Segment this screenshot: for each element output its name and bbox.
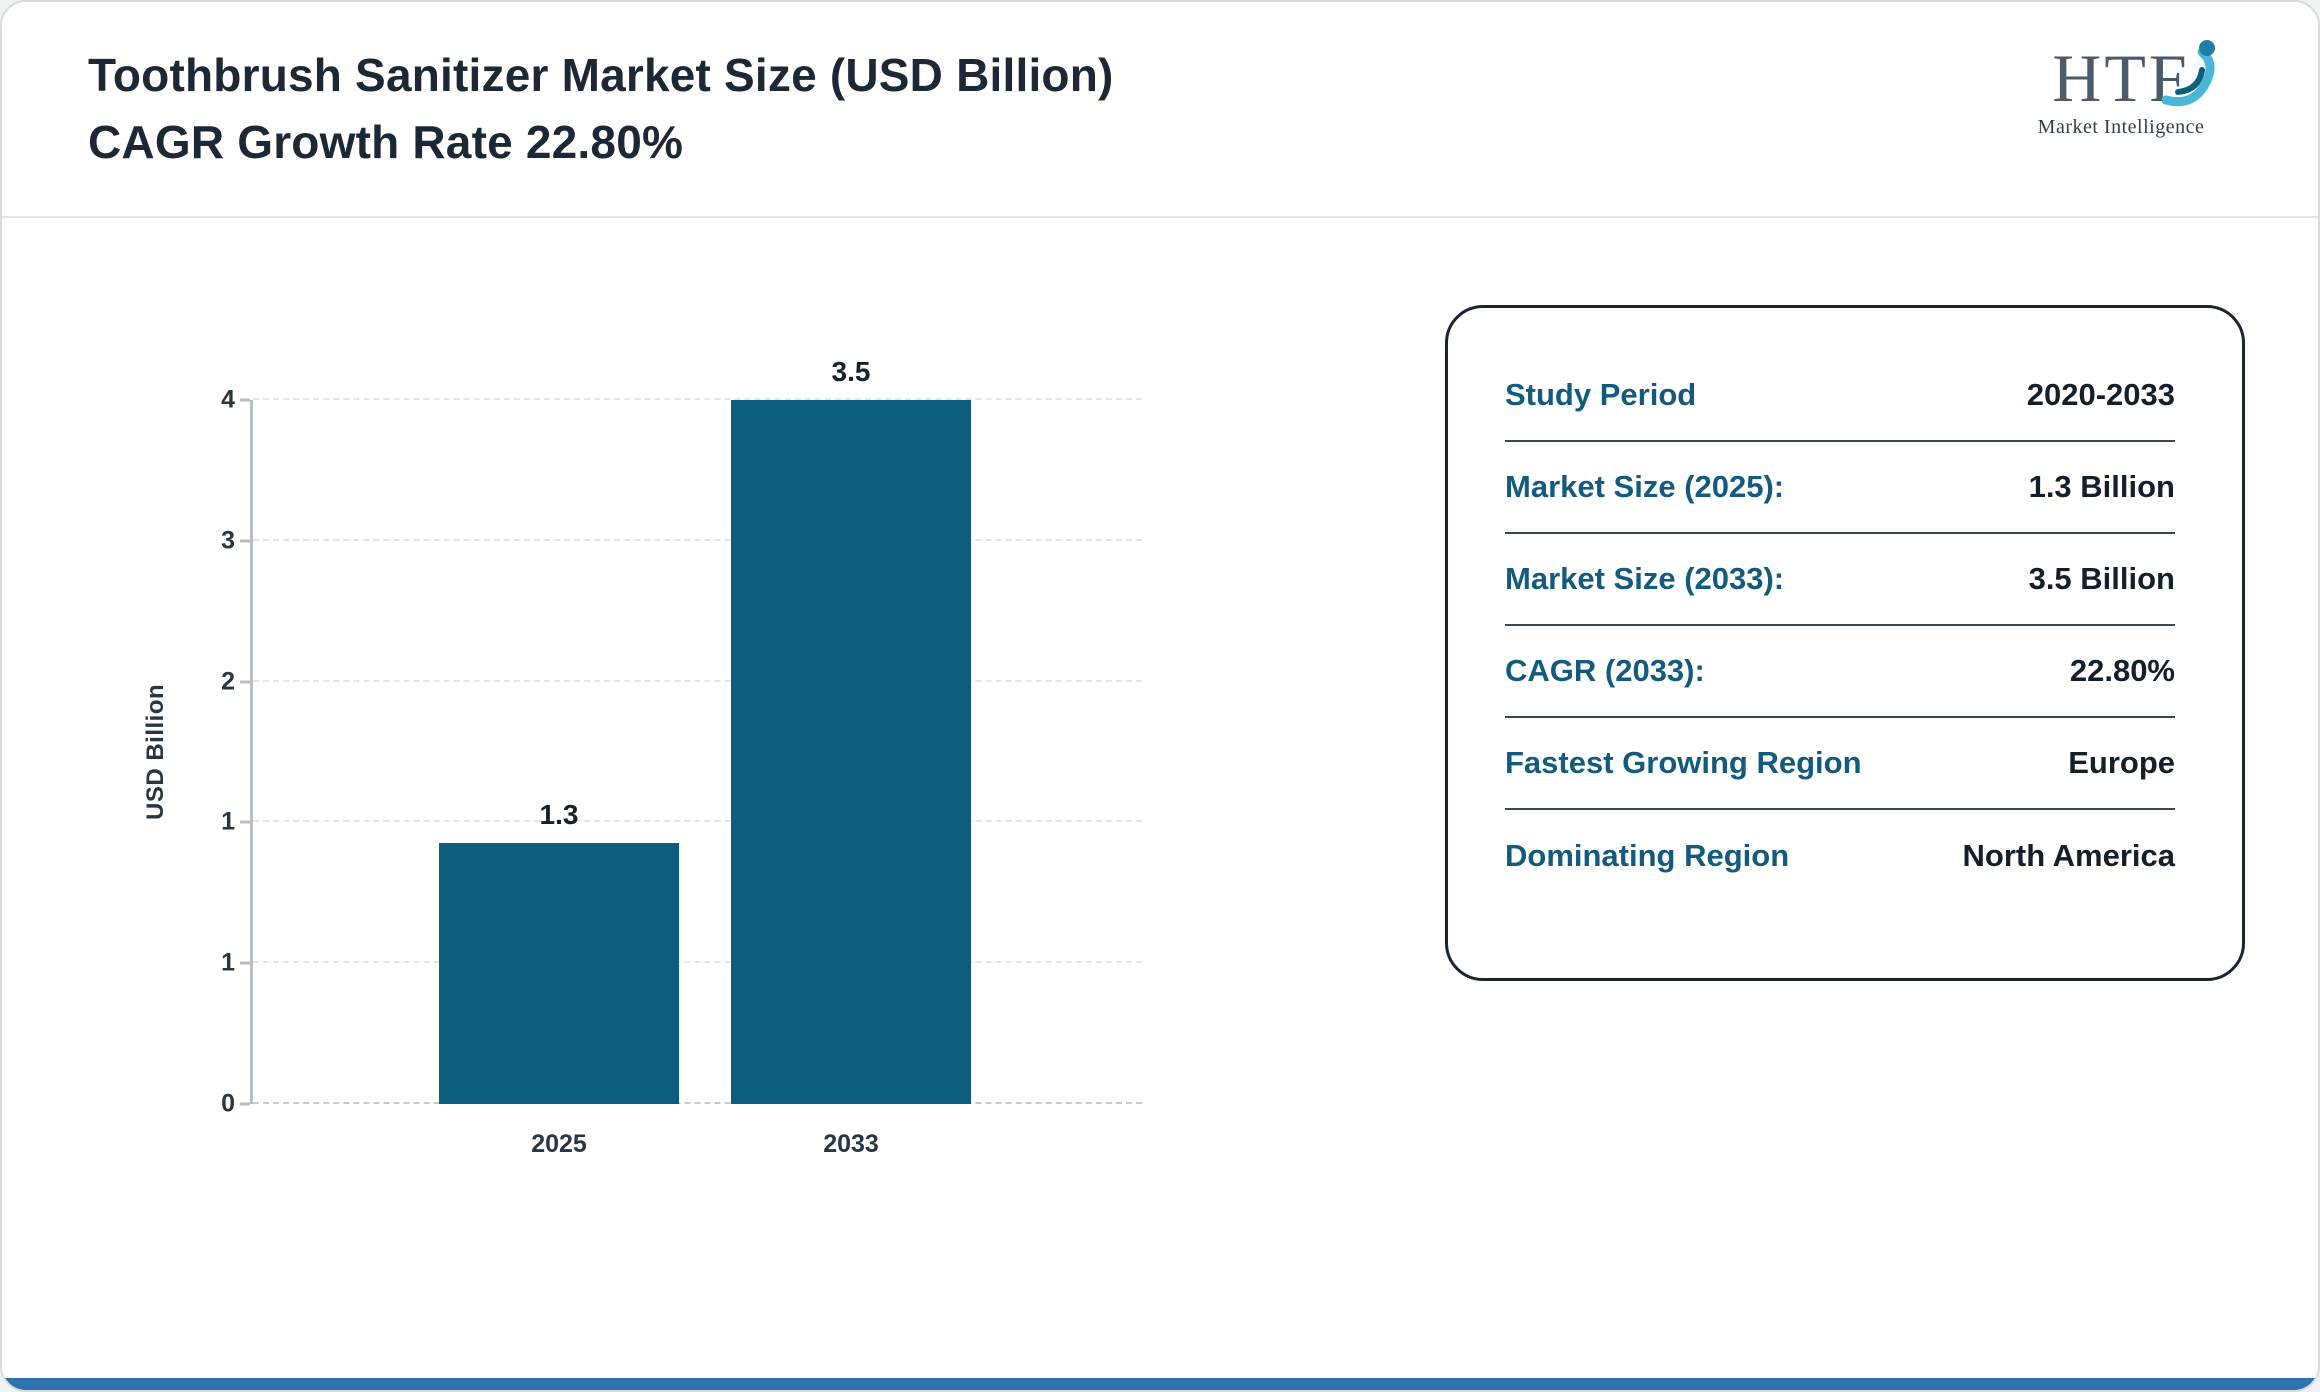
row-label: CAGR (2033):	[1505, 653, 1705, 688]
gridline	[253, 398, 1142, 400]
row-value: 2020-2033	[2026, 377, 2175, 412]
row-value: 3.5 Billion	[2028, 561, 2175, 596]
title-line-1: Toothbrush Sanitizer Market Size (USD Bi…	[88, 49, 1114, 101]
row-label: Fastest Growing Region	[1505, 745, 1862, 780]
bar-2033	[731, 400, 971, 1104]
y-tick-mark	[240, 1102, 250, 1106]
y-tick-label: 0	[221, 1089, 235, 1118]
title-line-2: CAGR Growth Rate 22.80%	[88, 115, 684, 168]
summary-row-fastest-growing-region: Fastest Growing Region Europe	[1505, 718, 2175, 810]
y-tick-label: 2	[221, 667, 235, 696]
bar-chart-plot-area: 0 1 1 2 3 4 1.3 3.5 2025 2033	[221, 356, 1142, 1158]
bar-value-label-2025: 1.3	[539, 798, 579, 830]
gridline	[253, 820, 1142, 823]
y-tick-mark	[240, 398, 250, 402]
y-tick-mark	[240, 820, 250, 824]
summary-row-cagr: CAGR (2033): 22.80%	[1505, 626, 2175, 718]
x-tick-label-2025: 2025	[531, 1130, 587, 1158]
y-tick-label: 4	[221, 385, 235, 414]
summary-row-study-period: Study Period 2020-2033	[1505, 350, 2175, 442]
y-tick-mark	[240, 961, 250, 965]
row-label: Market Size (2033):	[1505, 561, 1785, 596]
y-tick-label: 3	[221, 526, 235, 555]
row-label: Study Period	[1505, 377, 1697, 412]
row-value: 1.3 Billion	[2028, 469, 2175, 504]
page-title: Toothbrush Sanitizer Market Size (USD Bi…	[88, 42, 1114, 175]
gridline	[253, 538, 1142, 541]
x-axis-baseline	[253, 1102, 1142, 1104]
gridline	[253, 961, 1142, 964]
row-label: Market Size (2025):	[1505, 469, 1785, 504]
summary-row-market-size-2025: Market Size (2025): 1.3 Billion	[1505, 442, 2175, 534]
summary-row-market-size-2033: Market Size (2033): 3.5 Billion	[1505, 534, 2175, 626]
summary-row-dominating-region: Dominating Region North America	[1505, 810, 2175, 902]
x-tick-label-2033: 2033	[823, 1130, 879, 1158]
row-value: North America	[1962, 838, 2175, 873]
y-tick-mark	[240, 680, 250, 684]
bottom-accent-bar	[2, 1378, 2318, 1390]
row-value: Europe	[2068, 745, 2175, 780]
bar-2025	[439, 842, 679, 1104]
market-summary-card: Study Period 2020-2033 Market Size (2025…	[1445, 305, 2245, 981]
row-label: Dominating Region	[1505, 838, 1790, 873]
summary-rows: Study Period 2020-2033 Market Size (2025…	[1505, 350, 2175, 902]
y-axis-title: USD Billion	[142, 683, 169, 821]
logo-wordmark: HTF	[1996, 36, 2246, 120]
htf-swoosh-icon	[2152, 34, 2238, 125]
y-tick-label: 1	[221, 807, 235, 836]
y-tick-label: 1	[221, 948, 235, 977]
header: Toothbrush Sanitizer Market Size (USD Bi…	[2, 2, 2318, 218]
row-value: 22.80%	[2069, 653, 2175, 688]
bar-value-label-2033: 3.5	[831, 356, 871, 387]
htf-logo: HTF Market Intelligence	[1996, 36, 2246, 139]
y-tick-mark	[240, 539, 250, 543]
logo-subtext: Market Intelligence	[2037, 116, 2205, 138]
gridline	[253, 679, 1142, 682]
